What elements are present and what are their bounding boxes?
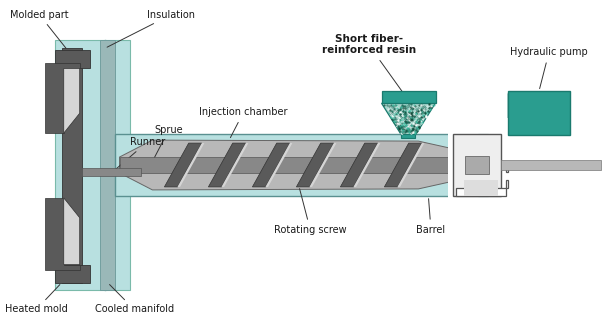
- Polygon shape: [120, 140, 463, 190]
- Bar: [506, 180, 508, 188]
- Polygon shape: [252, 143, 290, 187]
- Text: Cooled manifold: Cooled manifold: [95, 284, 174, 314]
- Bar: [478, 134, 488, 196]
- Text: Hydraulic pump: Hydraulic pump: [510, 47, 588, 89]
- Text: Short fiber-
reinforced resin: Short fiber- reinforced resin: [322, 34, 416, 98]
- Text: Barrel: Barrel: [416, 199, 446, 235]
- Polygon shape: [353, 143, 381, 187]
- Polygon shape: [340, 143, 378, 187]
- Bar: [465, 156, 489, 174]
- Polygon shape: [266, 143, 292, 187]
- Polygon shape: [398, 143, 424, 187]
- Polygon shape: [382, 103, 435, 135]
- Bar: [401, 134, 415, 138]
- Polygon shape: [209, 143, 246, 187]
- Bar: [62, 48, 81, 283]
- Bar: [459, 155, 495, 175]
- Bar: [454, 128, 578, 198]
- Polygon shape: [64, 68, 80, 133]
- Bar: [120, 157, 463, 173]
- Bar: [114, 134, 488, 196]
- Bar: [100, 41, 114, 289]
- Text: Sprue: Sprue: [149, 125, 183, 168]
- Bar: [81, 168, 142, 176]
- Polygon shape: [384, 143, 422, 187]
- Polygon shape: [309, 143, 336, 187]
- Bar: [55, 41, 130, 289]
- Polygon shape: [64, 198, 80, 265]
- Bar: [501, 160, 601, 170]
- Polygon shape: [45, 198, 80, 270]
- Bar: [459, 155, 495, 175]
- Bar: [506, 164, 508, 172]
- Bar: [508, 93, 568, 138]
- Bar: [465, 180, 498, 196]
- Bar: [456, 188, 506, 196]
- Text: Injection chamber: Injection chamber: [199, 107, 288, 138]
- Polygon shape: [296, 143, 334, 187]
- Bar: [508, 93, 568, 138]
- Polygon shape: [164, 143, 202, 187]
- Text: Insulation: Insulation: [107, 10, 195, 47]
- Text: Heated mold: Heated mold: [5, 285, 67, 314]
- Text: Molded part: Molded part: [10, 10, 69, 48]
- Bar: [508, 91, 570, 135]
- Polygon shape: [45, 63, 80, 133]
- Bar: [382, 91, 437, 103]
- Bar: [448, 118, 607, 203]
- Polygon shape: [178, 143, 204, 187]
- Bar: [55, 50, 89, 68]
- Bar: [463, 159, 563, 171]
- Text: Runner: Runner: [115, 137, 165, 170]
- Text: Rotating screw: Rotating screw: [274, 188, 347, 235]
- Bar: [454, 134, 501, 196]
- Bar: [454, 134, 501, 196]
- Polygon shape: [221, 143, 249, 187]
- Bar: [454, 134, 501, 196]
- Bar: [55, 265, 89, 283]
